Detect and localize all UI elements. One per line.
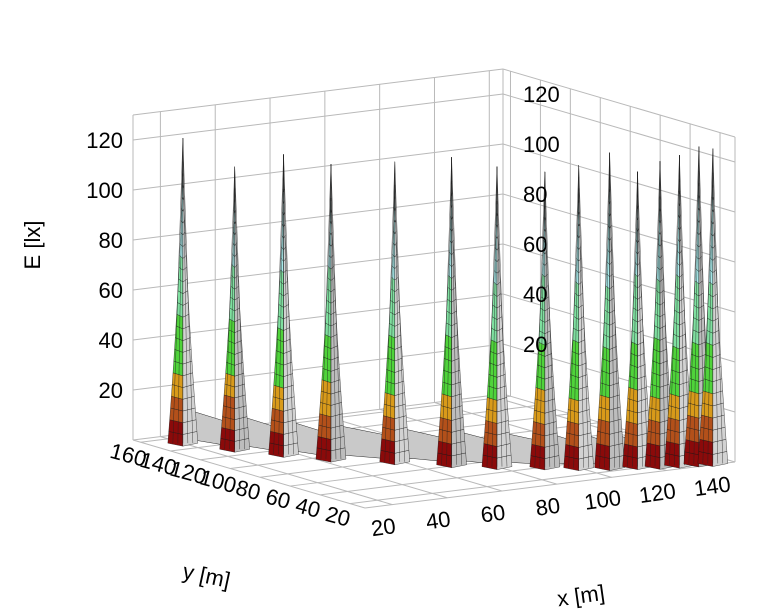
floor-edge [364,461,736,509]
surface-mesh-line [182,138,189,444]
surface-mesh-line [544,171,551,467]
surface-mesh-line [604,152,610,468]
z-tick-label-left: 40 [99,328,123,353]
surface [167,138,729,471]
surface-mesh-line [659,161,666,467]
box-edge [502,68,736,138]
surface-mesh-line [182,138,194,444]
surface-mesh-line [384,161,395,462]
z-tick-label-right: 100 [523,132,560,157]
surface-mesh-line [325,164,332,460]
x-tick-label: 40 [424,506,452,534]
surface-mesh-line [172,138,184,444]
x-axis-title: x [m] [556,580,607,611]
surface-mesh-line [441,157,452,465]
gridline-z-right-wall [502,93,736,163]
surface-mesh-line [446,157,452,465]
surface-mesh-line [229,166,235,450]
surface-mesh-line [609,152,620,468]
surface-mesh-line [674,155,680,466]
surface-mesh-line [712,148,719,464]
surface-mesh-line [320,164,332,460]
surface-mesh-line [568,165,579,468]
surface-mesh-line [693,146,700,464]
surface-mesh-line [283,154,289,455]
x-tick-label: 60 [479,499,507,527]
x-tick-label: 140 [692,471,732,501]
surface-mesh-line [486,166,498,467]
surface-mesh-line [702,148,714,464]
gridline-z-left-wall [132,93,504,141]
x-tick-label: 100 [583,485,623,515]
y-axis-title: y [m] [181,558,233,592]
gridline-z-left-wall [132,143,504,191]
surface-mesh-line [649,161,661,467]
z-tick-label-left: 20 [99,378,123,403]
z-tick-label-right: 120 [523,82,560,107]
surface-mesh-line [632,171,638,467]
surface-mesh-line [669,155,680,466]
gridline-z-left-wall [132,243,504,291]
surface-mesh-line [330,164,337,460]
surface-mesh-line [234,166,240,450]
floor-edge [132,439,366,509]
surface-mesh-line [283,154,294,455]
z-tick-label-right: 80 [523,182,547,207]
surface-mesh-line [451,157,457,465]
surface-mesh-line [609,152,615,468]
gridline-z-left-wall [132,293,504,341]
gridline-z-left-wall [132,343,504,391]
z-tick-label-right: 40 [523,282,547,307]
surface-mesh-line [539,171,546,467]
surface-mesh-line [712,148,724,464]
z-tick-label-left: 60 [99,278,123,303]
gridline-z-right-wall [502,143,736,213]
surface-mesh-line [394,161,400,462]
surface-mesh-line [389,161,395,462]
surface-mesh-line [273,154,284,455]
surface-mesh-line [573,165,579,468]
surface-mesh-line [234,166,245,450]
surface-mesh-line [496,166,503,467]
surface-mesh-line [496,166,508,467]
surface-mesh-line [637,171,643,467]
surface-mesh-line [544,171,556,467]
y-tick-label: 20 [323,501,353,531]
x-tick-label: 120 [638,478,678,508]
y-tick-label: 40 [293,492,323,522]
x-tick-label: 80 [534,493,562,521]
floor-gridline-x [160,436,393,506]
x-tick-label: 20 [370,513,398,541]
surface-mesh-line [451,157,462,465]
surface-mesh-line [707,148,714,464]
surface-mesh-line [394,161,405,462]
z-axis-title: E [lx] [20,221,45,270]
surface-mesh-line [491,166,498,467]
surface-mesh-line [534,171,546,467]
surface-mesh-line [278,154,284,455]
z-tick-label-right: 20 [523,332,547,357]
box-edge [132,68,504,116]
z-tick-label-left: 80 [99,228,123,253]
surface-mesh-line [654,161,661,467]
z-tick-label-left: 120 [86,128,123,153]
surface-mesh-line [599,152,610,468]
surface-mesh-line [688,146,700,464]
surface-mesh-line [627,171,638,467]
z-tick-label-left: 100 [86,178,123,203]
surface-mesh-line [177,138,184,444]
surface-mesh-line [679,155,685,466]
y-tick-label: 60 [263,484,293,514]
surface-mesh-line [637,171,648,467]
surface-mesh-line [578,165,589,468]
surface-mesh-line [224,166,235,450]
surface-mesh-line [330,164,342,460]
z-tick-label-right: 60 [523,232,547,257]
gridline-z-left-wall [132,193,504,241]
surface-mesh-line [578,165,584,468]
